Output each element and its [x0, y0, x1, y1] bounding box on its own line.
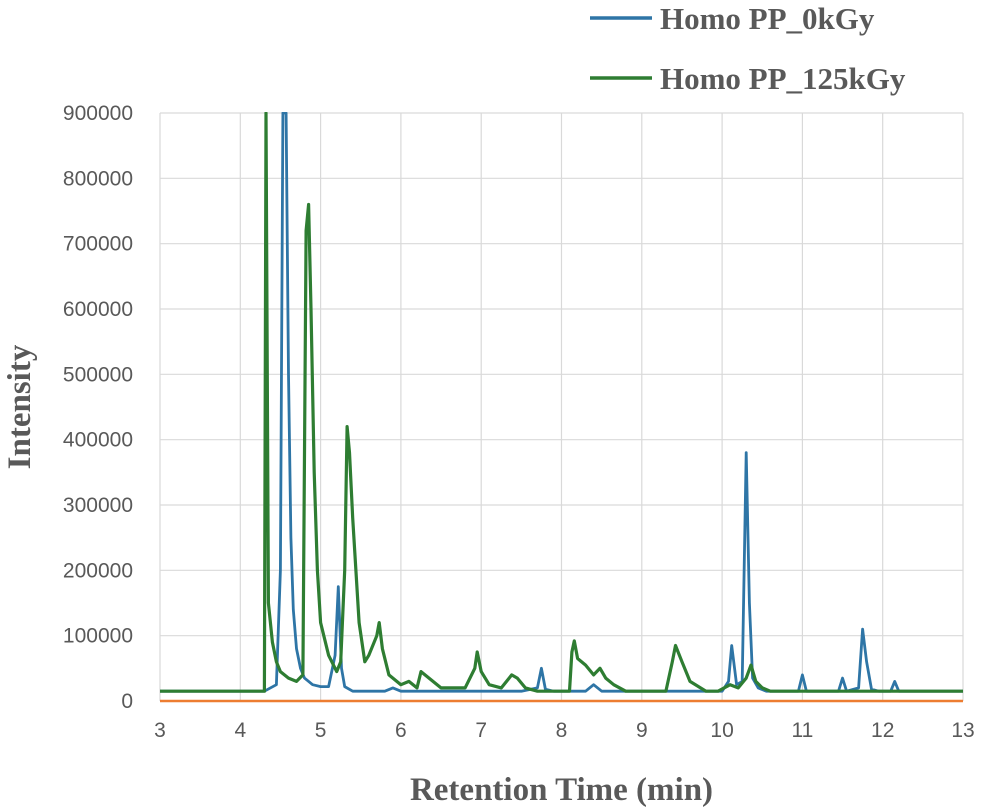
x-axis-title: Retention Time (min) — [410, 772, 713, 808]
x-tick-label: 3 — [154, 719, 166, 742]
series-line-2 — [160, 112, 963, 693]
x-tick-label: 13 — [951, 719, 974, 742]
x-tick-label: 9 — [636, 719, 648, 742]
legend-label: Homo PP_0kGy — [660, 1, 875, 36]
series-lines — [160, 112, 963, 693]
x-tick-label: 12 — [871, 719, 894, 742]
series-line-1 — [160, 112, 963, 693]
y-tick-labels: 0 100000 200000 300000 400000 500000 600000 700… — [63, 102, 133, 713]
x-tick-label: 11 — [791, 719, 813, 742]
legend-label: Homo PP_125kGy — [660, 61, 906, 96]
x-tick-label: 10 — [710, 719, 733, 742]
x-tick-label: 8 — [556, 719, 568, 742]
y-tick-label: 900000 — [63, 102, 133, 125]
y-tick-label: 200000 — [63, 559, 133, 582]
y-tick-label: 800000 — [63, 167, 133, 190]
y-axis-title: Intensity — [2, 344, 38, 469]
y-tick-label: 600000 — [63, 298, 133, 321]
x-tick-label: 7 — [475, 719, 487, 742]
y-tick-label: 500000 — [63, 363, 133, 386]
y-tick-label: 300000 — [63, 494, 133, 517]
y-tick-label: 400000 — [63, 429, 133, 452]
y-tick-label: 0 — [121, 690, 133, 713]
y-tick-label: 700000 — [63, 233, 133, 256]
x-tick-label: 4 — [234, 719, 246, 742]
y-tick-label: 100000 — [63, 625, 133, 648]
x-tick-labels: 3 4 5 6 7 8 9 10 11 12 13 — [154, 719, 975, 742]
legend: Homo PP_0kGy Homo PP_125kGy — [590, 1, 906, 96]
x-tick-label: 6 — [395, 719, 407, 742]
x-tick-label: 5 — [315, 719, 327, 742]
